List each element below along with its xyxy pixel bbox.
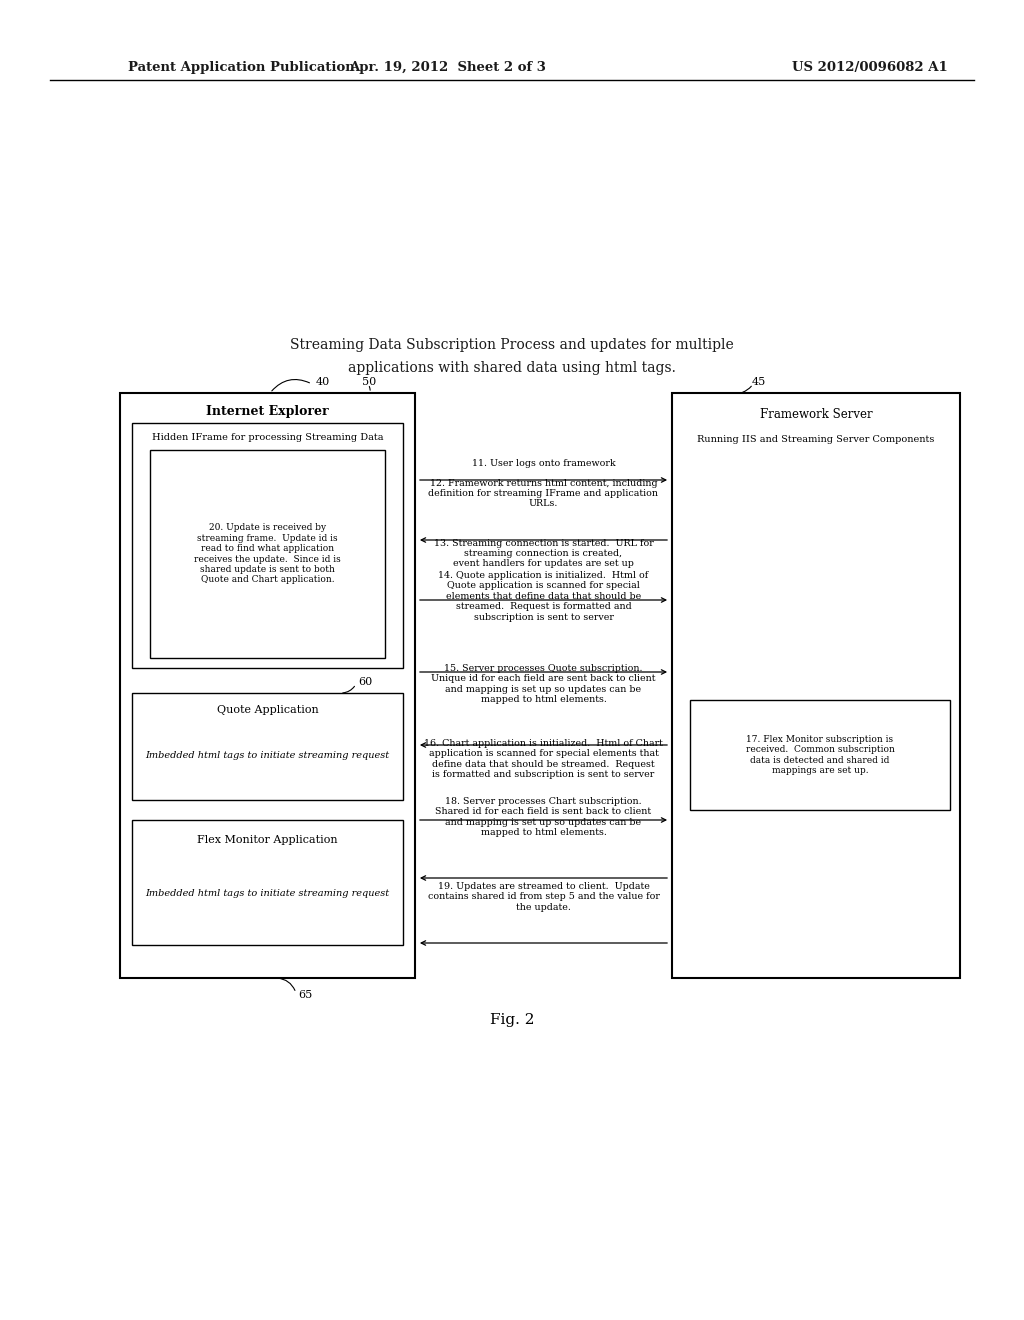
Bar — [132, 422, 403, 668]
Text: 12. Framework returns html content, including
definition for streaming IFrame an: 12. Framework returns html content, incl… — [428, 479, 658, 508]
Text: 13. Streaming connection is started.  URL for
streaming connection is created,
e: 13. Streaming connection is started. URL… — [433, 539, 653, 569]
Text: Internet Explorer: Internet Explorer — [206, 405, 329, 418]
Bar — [132, 820, 403, 945]
Text: Flex Monitor Application: Flex Monitor Application — [198, 836, 338, 845]
Bar — [120, 393, 415, 978]
Text: Quote Application: Quote Application — [217, 705, 318, 715]
Text: 50: 50 — [362, 378, 376, 387]
Text: Running IIS and Streaming Server Components: Running IIS and Streaming Server Compone… — [697, 436, 935, 445]
Text: applications with shared data using html tags.: applications with shared data using html… — [348, 360, 676, 375]
Text: Hidden IFrame for processing Streaming Data: Hidden IFrame for processing Streaming D… — [152, 433, 383, 441]
Text: 11. User logs onto framework: 11. User logs onto framework — [472, 458, 615, 467]
Text: 15. Server processes Quote subscription.
Unique id for each field are sent back : 15. Server processes Quote subscription.… — [431, 664, 655, 704]
Text: 14. Quote application is initialized.  Html of
Quote application is scanned for : 14. Quote application is initialized. Ht… — [438, 570, 648, 622]
Text: 60: 60 — [358, 677, 373, 686]
Text: Streaming Data Subscription Process and updates for multiple: Streaming Data Subscription Process and … — [290, 338, 734, 352]
Text: 20. Update is received by
streaming frame.  Update id is
read to find what appli: 20. Update is received by streaming fram… — [195, 524, 341, 585]
Text: 40: 40 — [316, 378, 331, 387]
Text: 16. Chart application is initialized.  Html of Chart
application is scanned for : 16. Chart application is initialized. Ht… — [424, 739, 663, 779]
Text: 18. Server processes Chart subscription.
Shared id for each field is sent back t: 18. Server processes Chart subscription.… — [435, 797, 651, 837]
Bar — [672, 393, 961, 978]
Text: Framework Server: Framework Server — [760, 408, 872, 421]
Text: 45: 45 — [752, 378, 766, 387]
Text: Imbedded html tags to initiate streaming request: Imbedded html tags to initiate streaming… — [145, 751, 389, 759]
Text: US 2012/0096082 A1: US 2012/0096082 A1 — [793, 61, 948, 74]
Text: 17. Flex Monitor subscription is
received.  Common subscription
data is detected: 17. Flex Monitor subscription is receive… — [745, 735, 894, 775]
Text: 19. Updates are streamed to client.  Update
contains shared id from step 5 and t: 19. Updates are streamed to client. Upda… — [428, 882, 659, 912]
Text: 65: 65 — [298, 990, 312, 1001]
Text: Apr. 19, 2012  Sheet 2 of 3: Apr. 19, 2012 Sheet 2 of 3 — [349, 61, 547, 74]
Text: Fig. 2: Fig. 2 — [489, 1012, 535, 1027]
Text: Patent Application Publication: Patent Application Publication — [128, 61, 354, 74]
Text: Imbedded html tags to initiate streaming request: Imbedded html tags to initiate streaming… — [145, 888, 389, 898]
Bar — [150, 450, 385, 657]
Bar — [690, 700, 950, 810]
Bar — [132, 693, 403, 800]
